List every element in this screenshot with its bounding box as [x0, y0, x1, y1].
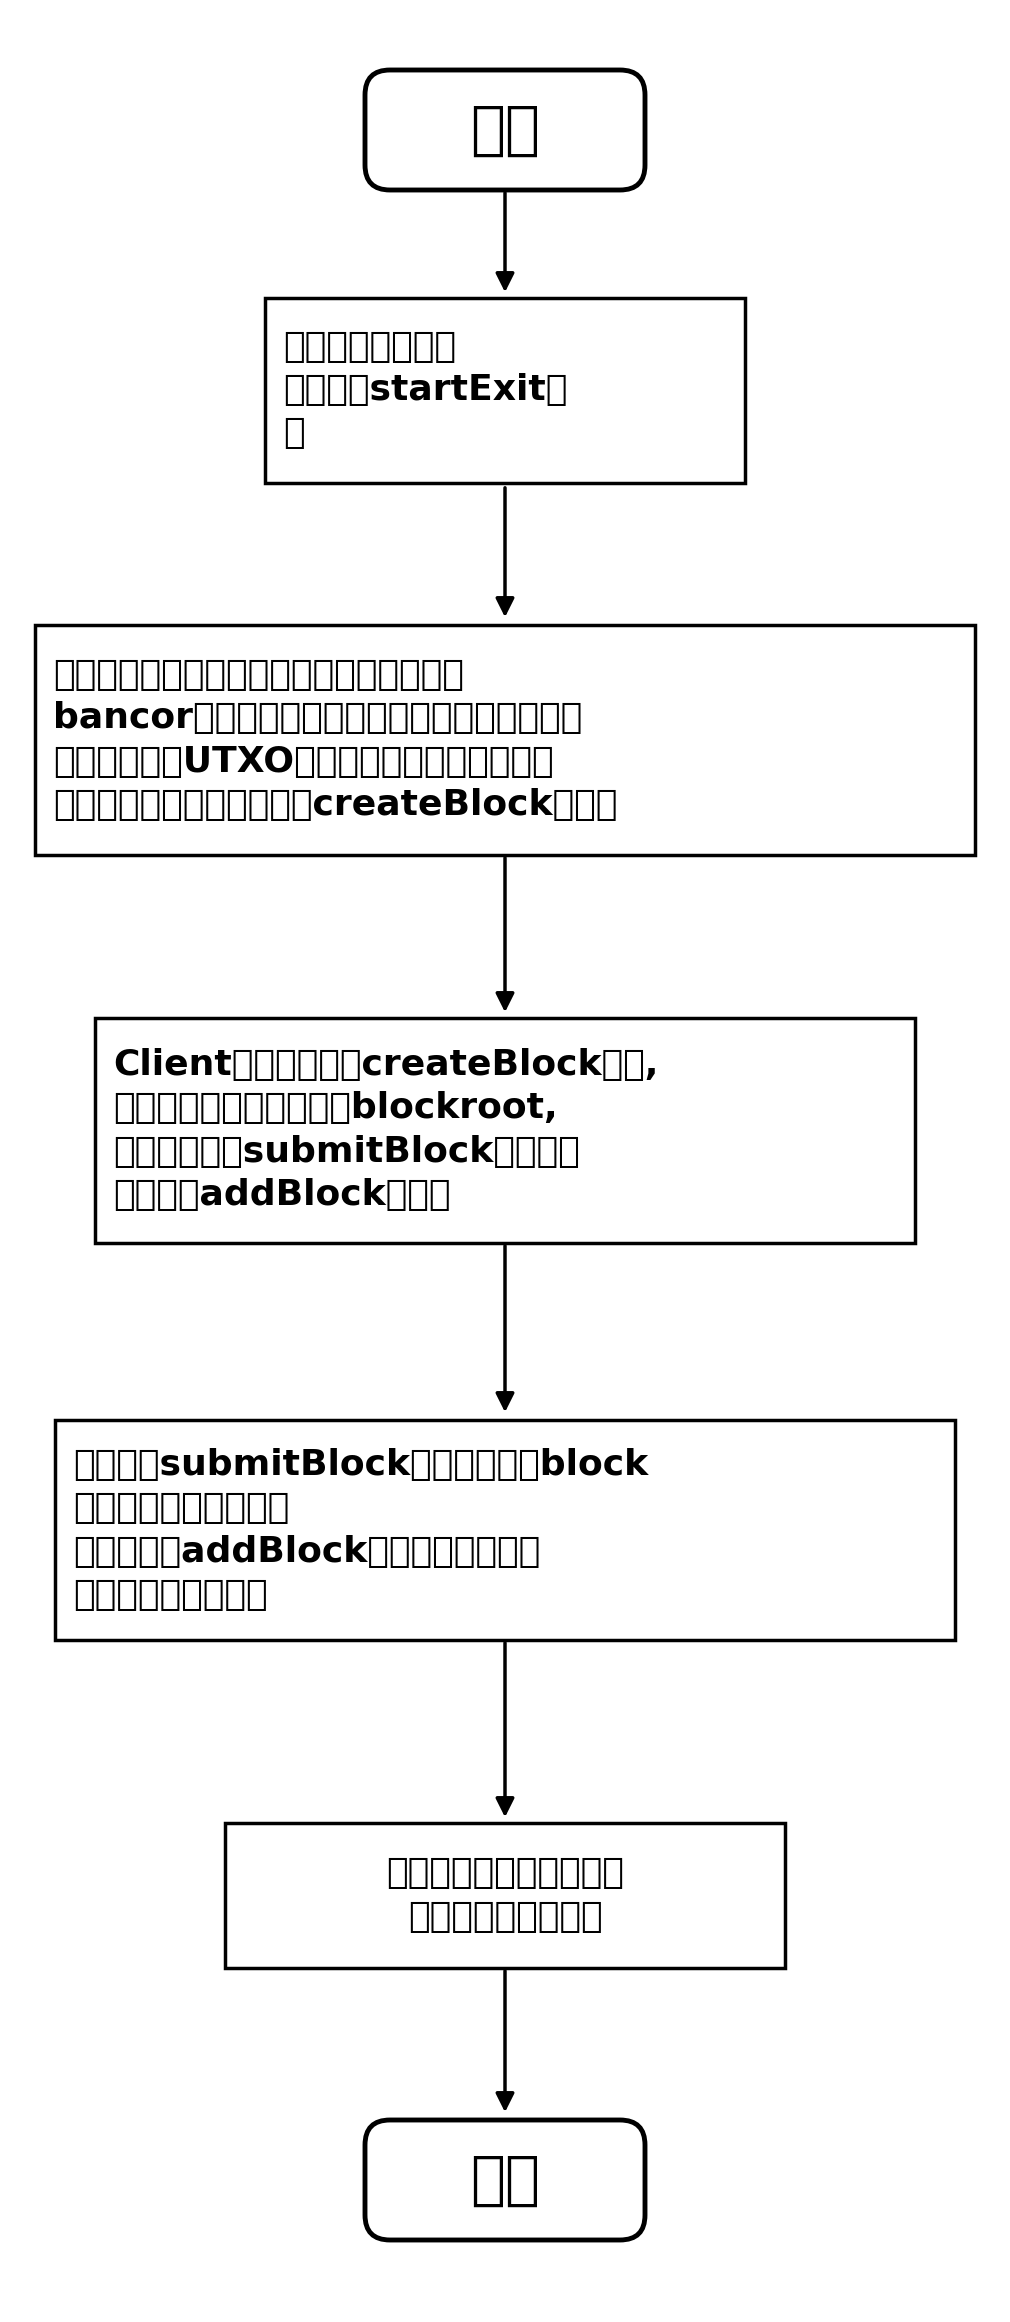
Text: 侧链合约扣除侧链用户地址内的通证并调用
bancor协议，将侧链通证金额转换为主链通证金
额，构造一笔UTXO交易，从合约地址到用户地
址，单位为主链通证。发送: 侧链合约扣除侧链用户地址内的通证并调用 bancor协议，将侧链通证金额转换为主… [53, 657, 617, 822]
Bar [35, 625, 975, 854]
Bar [95, 1017, 915, 1242]
FancyBboxPatch shape [365, 70, 645, 190]
Text: 结束: 结束 [470, 2152, 540, 2208]
Bar [225, 1823, 785, 1967]
Text: 开始: 开始 [470, 102, 540, 158]
Bar [55, 1421, 955, 1639]
Text: Client监听到侧链的createBlock事件,
将交易进行签名，并生成blockroot,
调用主链合约submitBlock方法。调
用侧链的addBl: Client监听到侧链的createBlock事件, 将交易进行签名，并生成bl… [113, 1047, 659, 1212]
Text: 主链合约将对应金额的主
链通证转入用户地址: 主链合约将对应金额的主 链通证转入用户地址 [386, 1855, 624, 1934]
Text: 主链合约submitBlock方法，将新的block
加入到主链合约链上。
侧链合约的addBlock方法，将新的块添
加到侧链合约链上。: 主链合约submitBlock方法，将新的block 加入到主链合约链上。 侧链… [73, 1449, 648, 1611]
FancyBboxPatch shape [365, 2120, 645, 2241]
Text: 用户发交易调用侧
链合约的startExit方
法: 用户发交易调用侧 链合约的startExit方 法 [283, 330, 568, 450]
Bar [265, 297, 745, 483]
